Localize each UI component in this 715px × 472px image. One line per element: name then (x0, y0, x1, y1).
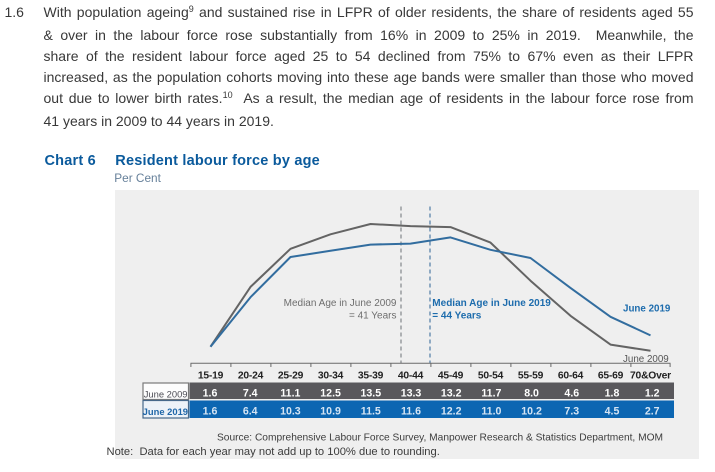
svg-text:8.0: 8.0 (524, 387, 539, 399)
svg-text:15-19: 15-19 (198, 371, 224, 382)
svg-text:12.2: 12.2 (441, 406, 462, 418)
svg-text:11.6: 11.6 (401, 406, 421, 418)
svg-text:Median Age in June 2009: Median Age in June 2009 (284, 298, 397, 309)
svg-text:6.4: 6.4 (243, 406, 258, 418)
svg-text:10.2: 10.2 (521, 406, 542, 418)
svg-text:Median Age in June 2019: Median Age in June 2019 (432, 298, 551, 309)
svg-text:1.2: 1.2 (645, 387, 660, 399)
svg-text:11.1: 11.1 (280, 387, 300, 399)
svg-text:12.5: 12.5 (320, 387, 341, 399)
svg-text:11.7: 11.7 (481, 387, 501, 399)
svg-text:Source: Comprehensive Labour F: Source: Comprehensive Labour Force Surve… (217, 432, 663, 443)
svg-text:= 41 Years: = 41 Years (349, 311, 397, 322)
svg-text:10.9: 10.9 (320, 406, 341, 418)
svg-text:40-44: 40-44 (398, 371, 424, 382)
svg-text:11.5: 11.5 (361, 406, 381, 418)
svg-text:13.2: 13.2 (441, 387, 462, 399)
svg-text:June 2009: June 2009 (623, 354, 669, 365)
svg-text:60-64: 60-64 (558, 371, 584, 382)
svg-text:= 44 Years: = 44 Years (432, 311, 481, 322)
svg-text:13.5: 13.5 (360, 387, 381, 399)
svg-text:20-24: 20-24 (238, 371, 264, 382)
svg-text:50-54: 50-54 (478, 371, 504, 382)
svg-text:June 2009: June 2009 (144, 388, 188, 399)
svg-text:7.3: 7.3 (564, 406, 579, 418)
svg-text:2.7: 2.7 (645, 406, 660, 418)
svg-text:35-39: 35-39 (358, 371, 384, 382)
svg-text:1.8: 1.8 (605, 387, 620, 399)
svg-text:1.6: 1.6 (203, 387, 218, 399)
svg-text:June 2019: June 2019 (143, 406, 188, 417)
svg-text:4.6: 4.6 (564, 387, 579, 399)
svg-text:45-49: 45-49 (438, 371, 464, 382)
svg-text:4.5: 4.5 (605, 406, 620, 418)
svg-text:11.0: 11.0 (481, 406, 501, 418)
svg-text:June 2019: June 2019 (623, 304, 671, 315)
svg-text:70&Over: 70&Over (630, 371, 671, 382)
svg-text:10.3: 10.3 (280, 406, 301, 418)
svg-text:25-29: 25-29 (278, 371, 304, 382)
svg-text:30-34: 30-34 (318, 371, 344, 382)
svg-text:55-59: 55-59 (518, 371, 544, 382)
svg-text:13.3: 13.3 (401, 387, 422, 399)
svg-text:65-69: 65-69 (598, 371, 624, 382)
svg-text:7.4: 7.4 (243, 387, 258, 399)
svg-text:1.6: 1.6 (203, 406, 218, 418)
